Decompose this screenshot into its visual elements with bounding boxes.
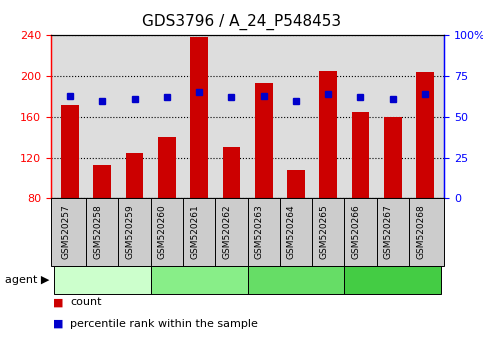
Bar (416, 72, 434, 198)
Bar (94, 165, 111, 198)
Bar (158, 137, 176, 198)
Text: control: control (83, 275, 122, 285)
Text: GSM520268: GSM520268 (416, 205, 425, 259)
Text: GlcPAF: GlcPAF (277, 275, 315, 285)
Bar (319, 71, 337, 198)
Text: InoPAF: InoPAF (181, 275, 218, 285)
Bar (61, 105, 79, 198)
Text: GSM520257: GSM520257 (61, 205, 70, 259)
Text: GSM520258: GSM520258 (93, 205, 102, 259)
Text: ■: ■ (53, 297, 64, 307)
Text: GSM520266: GSM520266 (352, 205, 360, 259)
Bar (126, 154, 143, 198)
Text: GDS3796 / A_24_P548453: GDS3796 / A_24_P548453 (142, 14, 341, 30)
Bar (287, 170, 305, 198)
Text: GSM520259: GSM520259 (126, 205, 135, 259)
Text: GSM520264: GSM520264 (287, 205, 296, 259)
Text: GSM520260: GSM520260 (158, 205, 167, 259)
Bar (255, 83, 272, 198)
Text: GSM520267: GSM520267 (384, 205, 393, 259)
Text: GSM520263: GSM520263 (255, 205, 264, 259)
Text: ■: ■ (53, 319, 64, 329)
Text: percentile rank within the sample: percentile rank within the sample (70, 319, 258, 329)
Text: GSM520265: GSM520265 (319, 205, 328, 259)
Text: count: count (70, 297, 101, 307)
Bar (190, 38, 208, 198)
Text: GSM520262: GSM520262 (222, 205, 231, 259)
Bar (223, 147, 240, 198)
Bar (384, 117, 401, 198)
Text: agent ▶: agent ▶ (5, 275, 49, 285)
Bar (352, 112, 369, 198)
Text: edelfosine: edelfosine (364, 275, 422, 285)
Text: GSM520261: GSM520261 (190, 205, 199, 259)
